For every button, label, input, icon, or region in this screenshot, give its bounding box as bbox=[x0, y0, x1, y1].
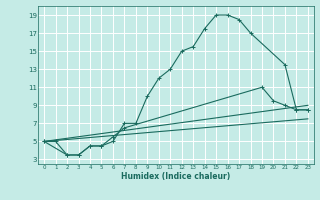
X-axis label: Humidex (Indice chaleur): Humidex (Indice chaleur) bbox=[121, 172, 231, 181]
